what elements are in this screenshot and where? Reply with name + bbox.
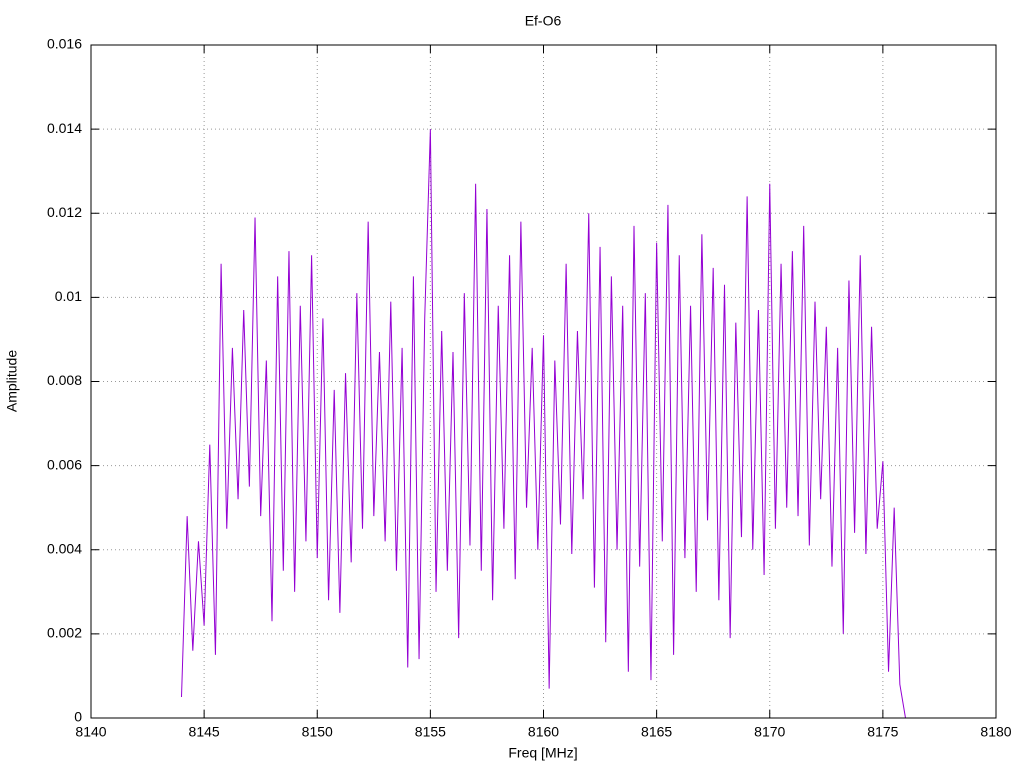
chart-title: Ef-O6 [525, 13, 562, 29]
x-tick-label: 8140 [75, 724, 106, 740]
y-tick-label: 0.014 [47, 120, 82, 136]
y-tick-label: 0.006 [47, 456, 82, 472]
y-axis-label: Amplitude [4, 350, 20, 412]
x-tick-label: 8145 [189, 724, 220, 740]
x-tick-label: 8175 [867, 724, 898, 740]
x-tick-label: 8150 [302, 724, 333, 740]
plot-border [90, 44, 997, 719]
y-tick-label: 0 [74, 709, 82, 725]
y-tick-label: 0.016 [47, 36, 82, 52]
data-line [181, 129, 906, 719]
y-tick-label: 0.002 [47, 625, 82, 641]
x-tick-label: 8170 [754, 724, 785, 740]
x-axis-label: Freq [MHz] [508, 745, 577, 761]
x-tick-label: 8180 [980, 724, 1011, 740]
y-tick-label: 0.004 [47, 540, 82, 556]
y-tick-label: 0.012 [47, 204, 82, 220]
x-tick-label: 8155 [415, 724, 446, 740]
y-tick-label: 0.01 [55, 288, 82, 304]
x-tick-label: 8160 [528, 724, 559, 740]
x-tick-label: 8165 [641, 724, 672, 740]
y-tick-label: 0.008 [47, 372, 82, 388]
